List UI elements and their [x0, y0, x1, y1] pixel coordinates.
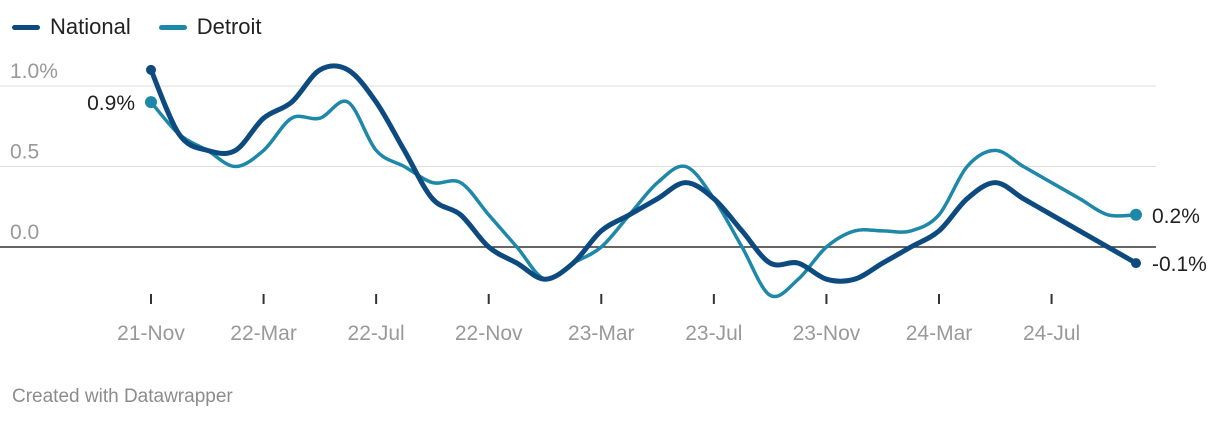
y-tick-label: 0.0 — [10, 221, 39, 244]
start-point-national — [146, 64, 156, 75]
legend-label-national: National — [50, 14, 131, 39]
x-tick-label: 23-Jul — [685, 322, 742, 345]
line-chart: 1.0% 0.5 0.0 21-Nov 22-Mar 22-Jul 22-Nov 23-Mar… — [0, 60, 1207, 345]
end-point-national — [1131, 258, 1141, 269]
legend-item-detroit: Detroit — [158, 14, 262, 40]
legend-item-national: National — [12, 14, 131, 40]
x-tick-label: 24-Mar — [906, 322, 973, 345]
x-tick-label: 21-Nov — [117, 322, 185, 345]
legend-swatch-national — [12, 24, 40, 30]
x-tick-label: 23-Nov — [793, 322, 861, 345]
y-tick-label: 1.0% — [10, 60, 58, 83]
x-tick-label: 22-Mar — [230, 322, 297, 345]
x-tick-label: 23-Mar — [568, 322, 635, 345]
datawrapper-credit: Created with Datawrapper — [12, 386, 233, 407]
x-tick-label: 22-Jul — [348, 322, 405, 345]
legend-label-detroit: Detroit — [196, 14, 262, 39]
x-tick-label: 24-Jul — [1023, 322, 1080, 345]
series-line-detroit — [149, 99, 1138, 299]
start-point-detroit — [145, 96, 157, 109]
y-tick-label: 0.5 — [10, 141, 39, 164]
legend-swatch-detroit — [158, 24, 187, 30]
x-tick-label: 22-Nov — [455, 322, 523, 345]
end-label-national: -0.1% — [1152, 253, 1207, 276]
end-label-detroit: 0.2% — [1152, 205, 1200, 228]
chart-legend: National Detroit — [12, 14, 262, 40]
start-label-detroit: 0.9% — [87, 92, 135, 115]
end-point-detroit — [1130, 208, 1142, 221]
series-line-national — [148, 63, 1139, 284]
